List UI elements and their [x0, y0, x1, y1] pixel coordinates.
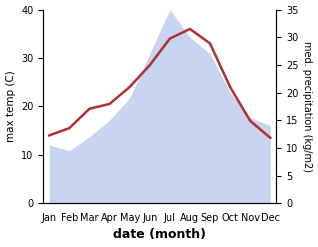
Y-axis label: max temp (C): max temp (C)	[5, 70, 16, 142]
X-axis label: date (month): date (month)	[113, 228, 206, 242]
Y-axis label: med. precipitation (kg/m2): med. precipitation (kg/m2)	[302, 41, 313, 172]
